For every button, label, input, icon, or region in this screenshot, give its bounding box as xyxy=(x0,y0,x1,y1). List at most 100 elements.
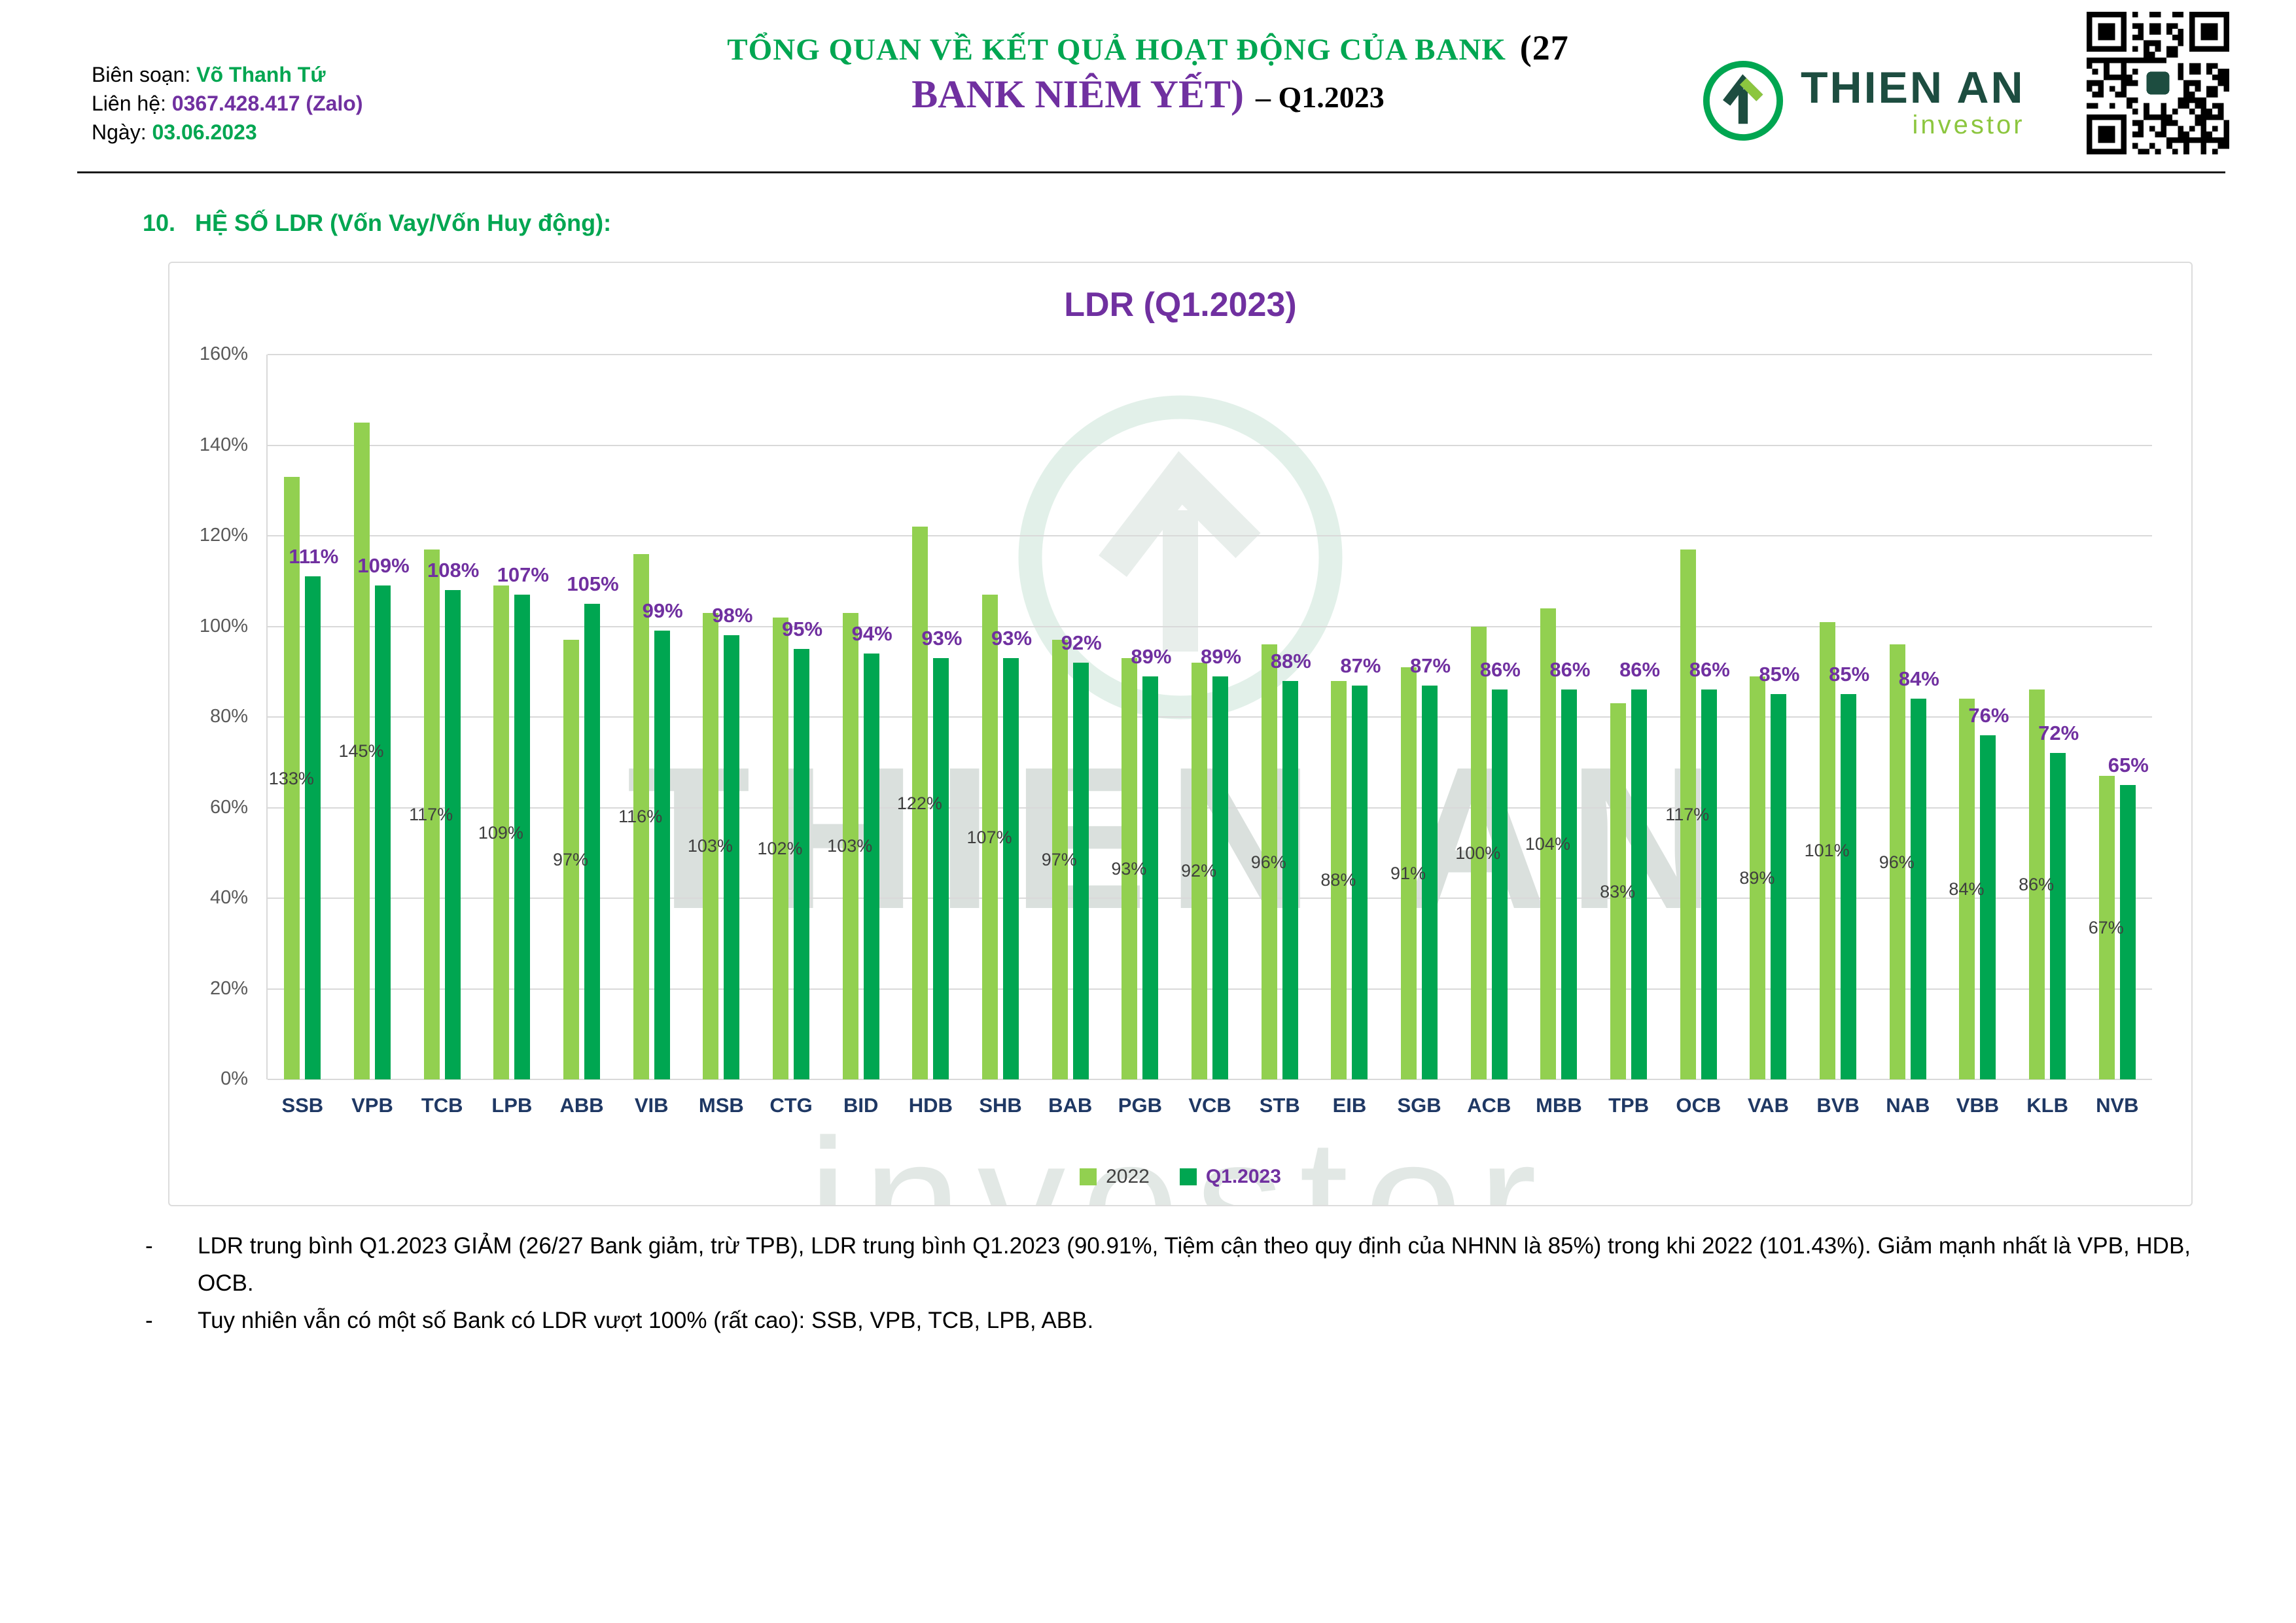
x-axis-label: KLB xyxy=(2026,1094,2068,1117)
bar-label-q1-2023: 86% xyxy=(1689,658,1730,682)
meta-contact-row: Liên hệ: 0367.428.417 (Zalo) xyxy=(92,89,363,118)
x-axis-label: HDB xyxy=(908,1094,953,1117)
bar-2022 xyxy=(1750,676,1766,1079)
arrow-circle-logo-icon xyxy=(1700,58,1786,147)
chart-legend: 2022 Q1.2023 xyxy=(169,1166,2191,1188)
bar-q1-2023 xyxy=(444,590,461,1079)
x-axis-label: BAB xyxy=(1048,1094,1093,1117)
bar-label-2022: 104% xyxy=(1525,833,1570,854)
bar-group: 92% 89% VCB xyxy=(1175,355,1245,1117)
bar-q1-2023 xyxy=(1282,680,1298,1079)
legend-swatch-q1-2023 xyxy=(1179,1168,1197,1185)
bar-group: 86% 72% KLB xyxy=(2013,355,2083,1117)
watermark-subtext: investor xyxy=(808,1103,1553,1206)
bar-group: 103% 98% MSB xyxy=(686,355,756,1117)
bar-label-q1-2023: 65% xyxy=(2108,753,2149,777)
bar-2022 xyxy=(1261,644,1277,1079)
bar-2022 xyxy=(703,612,719,1079)
bar-q1-2023 xyxy=(1072,662,1089,1079)
bar-group: 116% 99% VIB xyxy=(616,355,686,1117)
bar-2022 xyxy=(1540,608,1557,1079)
bar-q1-2023 xyxy=(933,657,949,1079)
bar-label-q1-2023: 72% xyxy=(2038,722,2079,745)
thien-an-logo: THIEN AN investor xyxy=(1700,58,2025,147)
bar-label-q1-2023: 89% xyxy=(1201,644,1242,668)
y-axis-label: 20% xyxy=(209,977,248,999)
bar-2022 xyxy=(633,553,649,1079)
gridline xyxy=(268,354,2152,355)
date-label: Ngày: xyxy=(92,120,147,144)
note-text: LDR trung bình Q1.2023 GIẢM (26/27 Bank … xyxy=(198,1233,2191,1296)
x-axis-label: MBB xyxy=(1536,1094,1582,1117)
bar-group: 101% 85% BVB xyxy=(1803,355,1873,1117)
bar-q1-2023 xyxy=(654,631,670,1079)
gridline xyxy=(268,807,2152,809)
bar-2022 xyxy=(1331,680,1347,1079)
note: - LDR trung bình Q1.2023 GIẢM (26/27 Bank… xyxy=(145,1227,2225,1302)
bar-label-q1-2023: 88% xyxy=(1270,649,1311,672)
bar-group: 97% 92% BAB xyxy=(1035,355,1105,1117)
bar-label-2022: 96% xyxy=(1879,852,1915,872)
bar-group: 103% 94% BID xyxy=(826,355,896,1117)
bar-q1-2023 xyxy=(1212,676,1229,1079)
bar-2022 xyxy=(1192,662,1208,1079)
bar-group: 97% 105% ABB xyxy=(547,355,619,1117)
bar-group: 91% 87% SGB xyxy=(1385,355,1455,1117)
bar-q1-2023 xyxy=(1771,694,1787,1079)
gridline xyxy=(268,625,2152,627)
logo-wordmark: THIEN AN investor xyxy=(1801,65,2025,140)
bar-q1-2023 xyxy=(305,576,321,1079)
bar-group: 117% 86% OCB xyxy=(1663,355,1733,1117)
bar-label-q1-2023: 87% xyxy=(1410,654,1451,677)
x-axis-label: MSB xyxy=(698,1094,744,1117)
bar-label-q1-2023: 76% xyxy=(1968,703,2009,727)
author-label: Biên soạn: xyxy=(92,63,191,86)
bar-q1-2023 xyxy=(1422,685,1438,1079)
y-axis-label: 60% xyxy=(209,796,248,818)
bar-label-2022: 67% xyxy=(2088,918,2124,938)
bar-2022 xyxy=(1610,703,1627,1079)
bar-label-2022: 116% xyxy=(618,807,663,827)
gridline xyxy=(268,535,2152,536)
x-axis-label: NVB xyxy=(2096,1094,2139,1117)
note-dash: - xyxy=(145,1233,153,1259)
bar-q1-2023 xyxy=(1841,694,1857,1079)
bar-groups: 133% 111% SSB 145% 109% VPB 117% 108% TCB 109% 107… xyxy=(268,355,2152,1117)
bar-q1-2023 xyxy=(794,649,810,1079)
bar-label-2022: 93% xyxy=(1111,859,1147,879)
bar-q1-2023 xyxy=(375,585,391,1079)
gridline xyxy=(268,988,2152,990)
legend-item-q1-2023: Q1.2023 xyxy=(1179,1166,1281,1188)
x-axis-label: VIB xyxy=(634,1094,669,1117)
bar-2022 xyxy=(354,422,370,1079)
x-axis-label: VCB xyxy=(1188,1094,1231,1117)
bar-label-q1-2023: 95% xyxy=(782,618,823,641)
bar-2022 xyxy=(2098,776,2115,1079)
watermark-logo-icon xyxy=(1004,381,1357,737)
bar-q1-2023 xyxy=(1910,699,1926,1079)
y-axis-label: 120% xyxy=(199,525,248,546)
x-axis-label: VAB xyxy=(1747,1094,1790,1117)
gridline xyxy=(268,716,2152,718)
y-axis-label: 160% xyxy=(199,343,248,364)
header-divider xyxy=(77,171,2225,173)
bar-label-2022: 91% xyxy=(1390,863,1426,883)
logo-name: THIEN AN xyxy=(1801,63,2025,113)
bar-label-2022: 86% xyxy=(2019,875,2055,895)
x-axis-label: NAB xyxy=(1886,1094,1930,1117)
x-axis-label: ACB xyxy=(1467,1094,1511,1117)
title-green-part: TỔNG QUAN VỀ KẾT QUẢ HOẠT ĐỘNG CỦA BANK xyxy=(727,33,1506,67)
qr-code xyxy=(2087,12,2229,154)
bar-label-2022: 101% xyxy=(1804,841,1850,861)
bar-group: 122% 93% HDB xyxy=(896,355,966,1117)
x-axis-label: STB xyxy=(1259,1094,1300,1117)
x-axis-label: VBB xyxy=(1956,1094,2000,1117)
bar-group: 107% 93% SHB xyxy=(966,355,1036,1117)
y-axis-label: 40% xyxy=(209,887,248,908)
bar-2022 xyxy=(1680,549,1696,1079)
bar-q1-2023 xyxy=(514,595,531,1079)
bar-label-2022: 117% xyxy=(1665,804,1710,824)
legend-swatch-2022 xyxy=(1080,1168,1097,1185)
ldr-bar-chart: THIEN AN investor LDR (Q1.2023) 0% 20% 40%… xyxy=(168,262,2193,1206)
title-line-1: TỔNG QUAN VỀ KẾT QUẢ HOẠT ĐỘNG CỦA BANK … xyxy=(527,27,1770,68)
